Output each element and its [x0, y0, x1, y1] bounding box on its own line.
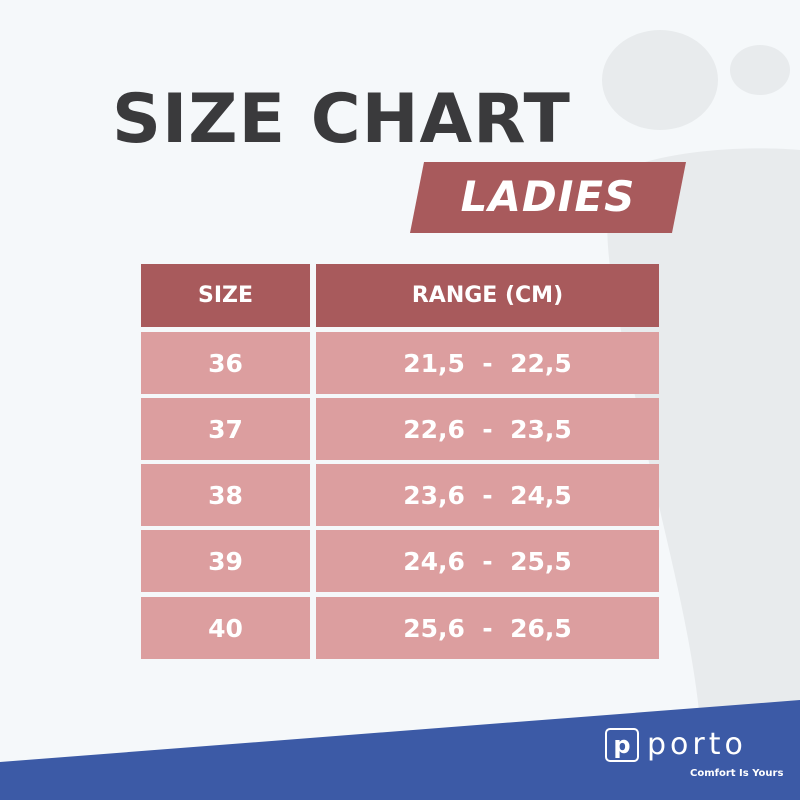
- size-cell: 36: [141, 332, 310, 394]
- size-cell: 38: [141, 464, 310, 526]
- header-range: RANGE (CM): [316, 264, 659, 327]
- size-cell: 37: [141, 398, 310, 460]
- range-cell: 22,6 - 23,5: [316, 398, 659, 460]
- page-title: SIZE CHART: [112, 80, 571, 159]
- size-cell: 39: [141, 530, 310, 592]
- size-cell: 40: [141, 597, 310, 659]
- logo-mark: p: [605, 728, 639, 762]
- category-badge: LADIES: [410, 162, 686, 233]
- brand-tagline: Comfort Is Yours: [690, 768, 784, 779]
- range-cell: 24,6 - 25,5: [316, 530, 659, 592]
- brand-logo: p porto: [605, 728, 747, 762]
- range-cell: 25,6 - 26,5: [316, 597, 659, 659]
- header-size: SIZE: [141, 264, 310, 327]
- range-cell: 21,5 - 22,5: [316, 332, 659, 394]
- range-cell: 23,6 - 24,5: [316, 464, 659, 526]
- category-label: LADIES: [460, 172, 636, 221]
- brand-name: porto: [647, 727, 747, 762]
